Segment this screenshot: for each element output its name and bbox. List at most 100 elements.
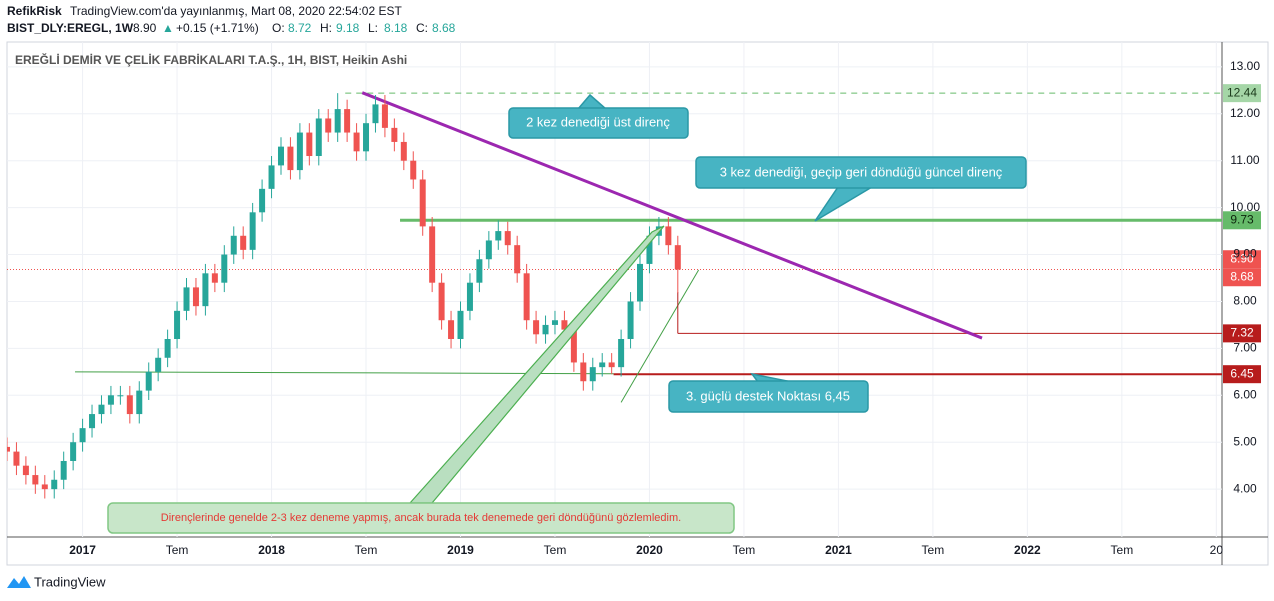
candle-body — [183, 287, 190, 311]
user: RefikRisk — [7, 4, 62, 18]
candle-body — [155, 357, 162, 372]
ohlc-value: 8.18 — [384, 21, 408, 35]
candle-body — [79, 428, 86, 443]
candle-body — [325, 118, 332, 133]
candle-body — [457, 310, 464, 339]
candle-body — [306, 132, 313, 157]
candle-body — [504, 231, 511, 246]
y-tick-label: 10.00 — [1230, 200, 1260, 214]
candle-body — [570, 329, 577, 363]
candle-body — [495, 231, 502, 241]
candle-body — [287, 146, 294, 171]
candle-body — [599, 362, 606, 368]
candle-body — [145, 371, 152, 391]
candle-body — [381, 104, 388, 128]
trend-line — [620, 269, 700, 403]
y-tick-label: 5.00 — [1233, 434, 1257, 448]
candle-body — [514, 245, 521, 274]
candle-body — [89, 414, 96, 429]
candle-body — [344, 109, 351, 133]
symbol: BIST_DLY:EREGL, 1W — [7, 21, 134, 35]
chart-title: EREĞLİ DEMİR VE ÇELİK FABRİKALARI T.A.Ş.… — [15, 52, 407, 67]
candle-body — [419, 179, 426, 227]
price-label-bg — [1223, 324, 1261, 343]
y-tick-label: 13.00 — [1230, 59, 1260, 73]
brand: TradingView — [34, 574, 106, 589]
y-tick-label: 4.00 — [1233, 481, 1257, 495]
candle-body — [618, 339, 625, 368]
candle-body — [608, 362, 615, 368]
y-tick-label: 12.00 — [1230, 106, 1260, 120]
candle-body — [192, 287, 199, 307]
candle-body — [372, 104, 379, 124]
x-tick-label: 2018 — [258, 543, 285, 557]
x-tick-label: 2021 — [825, 543, 852, 557]
candle-body — [542, 324, 549, 335]
candle-body — [580, 362, 587, 382]
price-label: 9.73 — [1230, 212, 1254, 226]
y-tick-label: 11.00 — [1230, 153, 1259, 167]
y-tick-label: 7.00 — [1233, 341, 1257, 355]
y-tick-label: 6.00 — [1233, 387, 1257, 401]
price-label-bg — [1223, 250, 1261, 269]
ohlc: O: 8.72 H: 9.18 L: 8.18 C: 8.68 — [272, 21, 456, 35]
candle-body — [98, 404, 105, 415]
candle-body — [476, 259, 483, 283]
trend-line — [361, 91, 983, 340]
candle-body — [126, 395, 133, 415]
x-tick-label: 2019 — [447, 543, 474, 557]
price-label: 6.45 — [1230, 366, 1254, 380]
candle-body — [637, 263, 644, 302]
callout — [668, 380, 869, 413]
price-label-bg — [1223, 365, 1261, 384]
candle-body — [627, 301, 634, 339]
plot — [7, 91, 1222, 499]
candle-body — [107, 395, 114, 405]
ohlc-key: L: — [368, 21, 378, 35]
candle-body — [51, 479, 58, 490]
change: +0.15 (+1.71%) — [176, 21, 259, 35]
candle-body — [363, 123, 370, 152]
candle-body — [410, 160, 417, 180]
ohlc-value: 8.68 — [432, 21, 456, 35]
candle-body — [353, 132, 360, 152]
x-tick-label: 20 — [1210, 543, 1224, 557]
candle-body — [561, 320, 568, 330]
candle-body — [259, 188, 266, 213]
price-label-bg — [1223, 84, 1261, 103]
candle-body — [523, 273, 530, 321]
price-label-bg — [1223, 268, 1261, 287]
x-tick-label: Tem — [922, 543, 945, 557]
candle-body — [202, 273, 209, 307]
ohlc-value: 9.18 — [336, 21, 360, 35]
candle-body — [240, 235, 247, 250]
candle-body — [391, 127, 398, 142]
callout-pointer — [814, 186, 875, 222]
trend-line — [75, 371, 614, 375]
arrow: ▲ — [162, 21, 174, 35]
candle-body — [533, 320, 540, 335]
x-tick-label: 2022 — [1014, 543, 1041, 557]
callout-text: 3. güçlü destek Noktası 6,45 — [686, 388, 850, 403]
logo — [7, 576, 31, 588]
price-label: 12.44 — [1227, 85, 1257, 99]
y-tick-label: 8.00 — [1233, 294, 1257, 308]
x-tick-label: Tem — [166, 543, 189, 557]
callout-text: 2 kez denediği üst direnç — [526, 114, 670, 129]
candle-body — [448, 320, 455, 339]
candle-body — [315, 118, 322, 157]
candle-body — [70, 442, 77, 461]
candle-body — [32, 475, 39, 485]
price-label: 7.32 — [1230, 326, 1254, 340]
candle-body — [249, 212, 256, 250]
candle-body — [429, 226, 436, 283]
ohlc-key: O: — [272, 21, 285, 35]
candle-body — [22, 465, 29, 476]
x-tick-label: Tem — [544, 543, 567, 557]
callout-text: 3 kez denediği, geçip geri döndüğü günce… — [720, 164, 1003, 179]
price-label: 8.90 — [1230, 251, 1254, 265]
candle-body — [589, 367, 596, 382]
candle-body — [296, 132, 303, 171]
x-tick-label: 2020 — [636, 543, 663, 557]
price-labels: 12.44 9.73 8.90 8.68 7.32 6.45 — [1223, 84, 1261, 384]
